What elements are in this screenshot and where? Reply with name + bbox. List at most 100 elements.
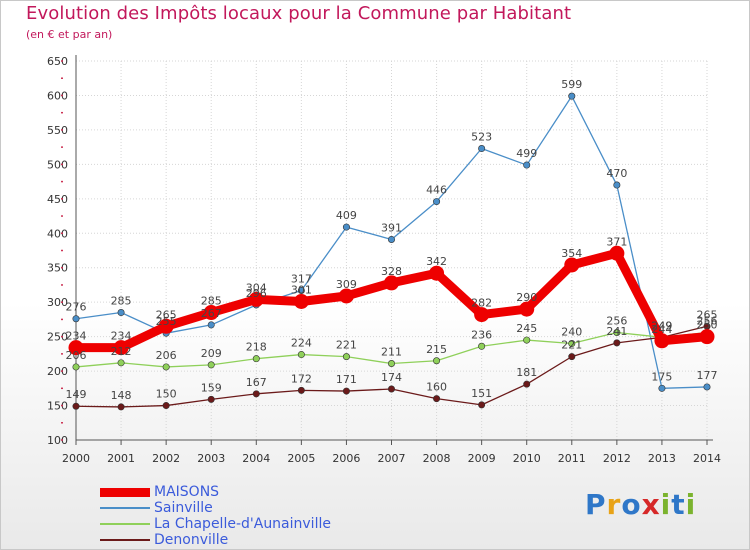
proxiti-logo: Proxiti [585,488,696,521]
x-tick-label: 2009 [468,452,496,465]
chart-title: Evolution des Impôts locaux pour la Comm… [26,3,572,24]
data-point-maisons [68,340,84,356]
data-label-sainville: 296 [246,287,267,300]
axes: 100 150 200 250 300 350 400 450 500 550 600 650 2000… [47,55,721,465]
data-point-denonville [387,385,395,393]
legend-swatch [100,507,150,509]
data-point-sainville [523,161,531,169]
data-point-maisons [519,301,535,317]
x-tick-label: 2006 [332,452,360,465]
data-point-maisons [248,291,264,307]
data-label-sainville: 499 [516,147,537,160]
data-label-denonville: 149 [66,388,87,401]
data-label-denonville: 249 [651,319,672,332]
data-label-denonville: 181 [516,366,537,379]
data-point-denonville [523,380,531,388]
data-label-sainville: 523 [471,131,492,144]
data-point-denonville [568,353,576,361]
legend-swatch [100,523,150,525]
data-label-la-chapelle-d-aunainville: 209 [201,347,222,360]
data-label-sainville: 285 [111,295,132,308]
data-point-sainville [478,145,486,153]
data-point-sainville [117,309,125,317]
data-point-la-chapelle-d-aunainville [568,340,576,348]
data-point-maisons [564,257,580,273]
data-point-maisons [609,245,625,261]
data-label-denonville: 148 [111,389,132,402]
data-point-denonville [478,401,486,409]
data-point-denonville [613,339,621,347]
x-tick-label: 2012 [603,452,631,465]
data-point-la-chapelle-d-aunainville [72,363,80,371]
data-label-sainville: 177 [697,369,718,382]
data-label-la-chapelle-d-aunainville: 249 [651,319,672,332]
data-label-la-chapelle-d-aunainville: 256 [697,315,718,328]
data-label-maisons: 285 [201,295,222,308]
y-tick-label: 450 [47,193,68,206]
data-label-denonville: 265 [697,308,718,321]
data-point-la-chapelle-d-aunainville [252,355,260,363]
data-point-sainville [72,315,80,323]
data-point-denonville [433,395,441,403]
data-label-denonville: 151 [471,387,492,400]
legend-swatch [100,488,150,497]
data-point-sainville [568,92,576,100]
series-lines [68,92,715,411]
legend-label: MAISONS [154,484,220,500]
data-label-sainville: 317 [291,272,312,285]
data-point-la-chapelle-d-aunainville [297,351,305,359]
data-point-maisons [338,288,354,304]
x-tick-label: 2005 [287,452,315,465]
data-label-la-chapelle-d-aunainville: 215 [426,343,447,356]
data-label-denonville: 159 [201,381,222,394]
data-label-maisons: 234 [66,330,87,343]
x-tick-label: 2000 [62,452,90,465]
x-tick-label: 2002 [152,452,180,465]
x-tick-label: 2013 [648,452,676,465]
data-point-la-chapelle-d-aunainville [207,361,215,369]
data-point-la-chapelle-d-aunainville [523,336,531,344]
data-label-sainville: 255 [156,315,177,328]
data-point-maisons [384,275,399,291]
y-tick-label: 550 [47,124,68,137]
data-label-sainville: 391 [381,221,402,234]
data-point-maisons [654,333,670,349]
data-label-maisons: 342 [426,255,447,268]
data-label-denonville: 172 [291,372,312,385]
data-labels: 276 285 255 267 296 317 409 391 446 523 499 599 470 1… [66,78,718,402]
logo-letter: r [606,488,622,521]
data-label-denonville: 221 [561,339,582,352]
data-label-la-chapelle-d-aunainville: 245 [516,322,537,335]
data-point-maisons [474,307,490,323]
data-label-sainville: 276 [66,301,87,314]
data-label-sainville: 175 [651,370,672,383]
x-tick-label: 2003 [197,452,225,465]
logo-letter: t [671,488,686,521]
data-point-maisons [113,340,129,356]
data-label-denonville: 174 [381,371,402,384]
data-point-sainville [207,321,215,329]
legend-label: Denonville [154,532,229,548]
y-tick-label: 600 [47,89,68,102]
data-point-denonville [162,402,170,410]
x-tick-label: 2014 [693,452,721,465]
data-point-sainville [297,286,305,294]
data-point-maisons [699,329,715,345]
data-point-denonville [252,390,260,398]
y-tick-label: 350 [47,262,68,275]
logo-letter: P [585,488,607,521]
data-label-maisons: 328 [381,265,402,278]
data-label-maisons: 282 [471,297,492,310]
y-tick-label: 650 [47,55,68,68]
legend-swatch [100,539,150,541]
data-label-denonville: 171 [336,373,357,386]
data-point-sainville [703,383,711,391]
chart-subtitle: (en € et par an) [26,28,113,41]
data-point-sainville [342,223,350,231]
y-tick-label: 300 [47,296,68,309]
data-label-sainville: 446 [426,184,447,197]
data-label-denonville: 241 [606,325,627,338]
data-label-denonville: 167 [246,376,267,389]
data-label-la-chapelle-d-aunainville: 256 [606,315,627,328]
y-tick-label: 500 [47,158,68,171]
